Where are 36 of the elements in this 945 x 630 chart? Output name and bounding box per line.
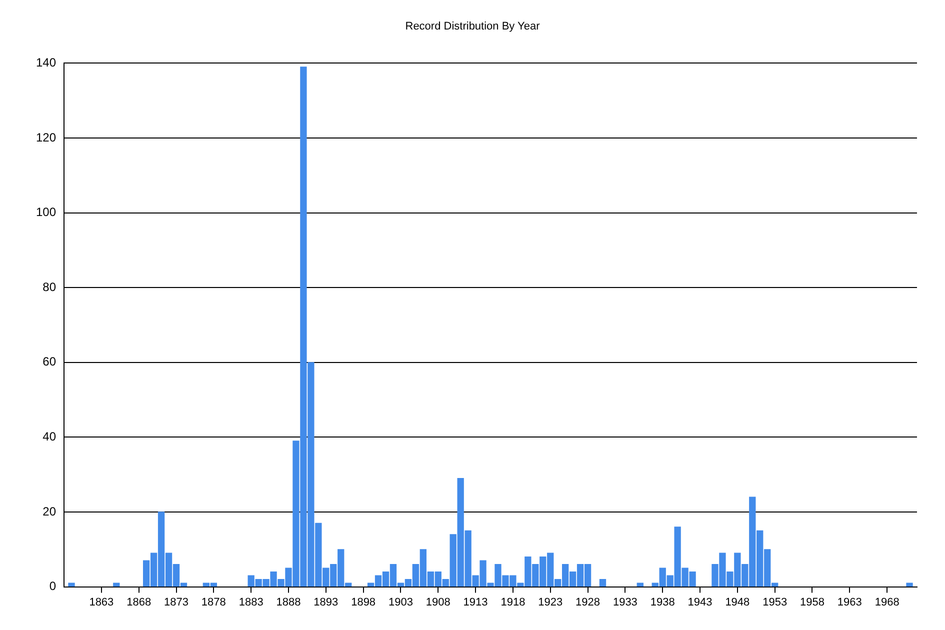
- x-tick-label: 1923: [538, 596, 563, 608]
- x-tick-label: 1938: [650, 596, 675, 608]
- y-tick-label: 120: [36, 130, 56, 144]
- x-tick-label: 1943: [688, 596, 712, 608]
- bar: [68, 582, 75, 587]
- x-tick-label: 1933: [612, 596, 638, 608]
- x-tick-label: 1868: [126, 596, 152, 608]
- y-tick-label: 80: [42, 280, 56, 294]
- bar: [636, 582, 644, 587]
- y-tick-label: 140: [36, 56, 56, 70]
- y-tick-label: 20: [42, 504, 56, 518]
- x-tick-label: 1913: [463, 596, 488, 608]
- bar: [599, 578, 606, 587]
- y-tick-label: 0: [49, 579, 56, 594]
- x-tick-label: 1953: [762, 596, 788, 608]
- x-tick-label: 1883: [238, 596, 264, 608]
- x-tick-label: 1888: [276, 596, 301, 608]
- x-tick-label: 1958: [800, 596, 824, 608]
- y-tick-label: 40: [42, 430, 56, 444]
- x-tick-label: 1963: [837, 596, 862, 608]
- x-tick-label: 1908: [426, 596, 450, 608]
- x-tick-label: 1878: [201, 596, 226, 608]
- x-tick-label: 1948: [725, 596, 750, 608]
- y-tick-label: 60: [42, 354, 56, 369]
- x-tick-label: 1918: [500, 596, 526, 608]
- bar: [906, 582, 913, 587]
- x-tick-label: 1893: [314, 596, 338, 608]
- x-tick-label: 1928: [576, 596, 600, 608]
- y-tick-label: 100: [36, 205, 56, 220]
- x-tick-label: 1968: [874, 596, 900, 608]
- x-tick-label: 1898: [351, 596, 376, 608]
- x-tick-label: 1873: [164, 596, 188, 608]
- chart-title: Record Distribution By Year: [405, 20, 540, 33]
- x-tick-label: 1903: [388, 596, 413, 608]
- x-tick-label: 1863: [89, 596, 114, 608]
- bar: [113, 582, 120, 587]
